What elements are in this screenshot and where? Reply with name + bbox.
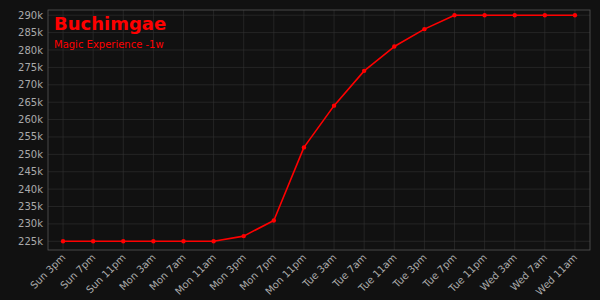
grid-line <box>48 154 590 155</box>
tick-label: 285k <box>18 27 43 38</box>
grid-line <box>484 10 485 250</box>
grid-line <box>48 102 590 103</box>
tick-label: 240k <box>18 184 43 195</box>
grid-line <box>334 10 335 250</box>
point <box>302 145 306 149</box>
grid-line <box>544 10 545 250</box>
plot-frame <box>48 10 590 250</box>
tick-label: Mon 11pm <box>263 252 308 297</box>
point <box>332 103 336 107</box>
grid-line <box>424 10 425 250</box>
tick-label: Mon 11am <box>173 252 218 297</box>
grid-line <box>48 119 590 120</box>
point <box>452 13 456 17</box>
chart: 225k 230k 235k 240k 245k 250k 255k 260k 265k 270k… <box>0 0 600 300</box>
tick-label: Tue 11am <box>356 252 399 295</box>
point <box>482 13 486 17</box>
grid-line <box>48 84 590 85</box>
point <box>422 27 426 31</box>
tick-label: 290k <box>18 10 43 21</box>
tick-label: 275k <box>18 62 43 73</box>
tick-label: 225k <box>18 236 43 247</box>
point <box>91 239 95 243</box>
tick-label: 230k <box>18 218 43 229</box>
grid-line <box>243 10 244 250</box>
point <box>573 13 577 17</box>
point <box>513 13 517 17</box>
point <box>272 218 276 222</box>
tick-label: 250k <box>18 149 43 160</box>
grid-line <box>48 136 590 137</box>
grid-line <box>183 10 184 250</box>
grid-line <box>273 10 274 250</box>
point <box>151 239 155 243</box>
point <box>121 239 125 243</box>
grid-line <box>213 10 214 250</box>
subtitle: Magic Experience -1w <box>54 39 164 50</box>
tick-label: 245k <box>18 166 43 177</box>
tick-label: 235k <box>18 201 43 212</box>
tick-label: Wed 11am <box>534 252 580 298</box>
point <box>211 239 215 243</box>
title: Buchimgae <box>54 13 166 34</box>
grid-line <box>574 10 575 250</box>
grid-line <box>514 10 515 250</box>
grid-line <box>364 10 365 250</box>
tick-label: 260k <box>18 114 43 125</box>
grid-line <box>48 189 590 190</box>
background <box>0 0 600 300</box>
point <box>362 69 366 73</box>
x-axis: Sun 3pmSun 7pmSun 11pmMon 3amMon 7amMon … <box>28 10 579 297</box>
tick-label: 255k <box>18 131 43 142</box>
point <box>181 239 185 243</box>
tick-label: 270k <box>18 79 43 90</box>
point <box>61 239 65 243</box>
grid-line <box>48 171 590 172</box>
grid-line <box>303 10 304 250</box>
grid-line <box>48 206 590 207</box>
grid-line <box>454 10 455 250</box>
point <box>543 13 547 17</box>
grid-line <box>48 223 590 224</box>
tick-label: 265k <box>18 97 43 108</box>
tick-label: 280k <box>18 45 43 56</box>
grid-line <box>48 67 590 68</box>
point <box>242 234 246 238</box>
point <box>392 44 396 48</box>
